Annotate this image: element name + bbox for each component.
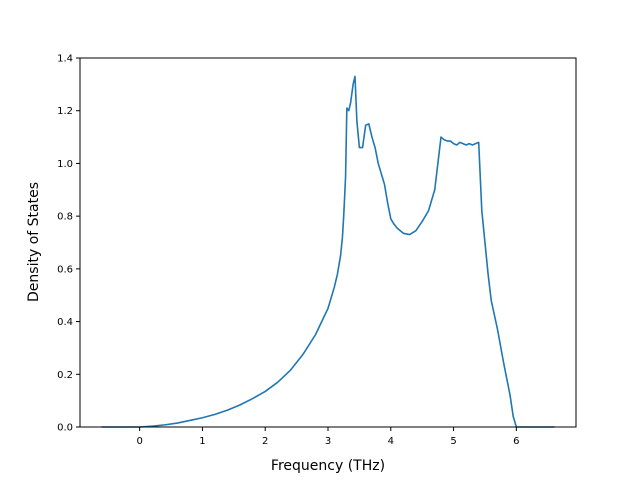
dos-series-line [101, 75, 555, 428]
x-tick-label: 5 [450, 436, 456, 447]
x-tick-label: 1 [199, 436, 205, 447]
y-tick-label: 1.0 [57, 159, 73, 170]
x-tick-label: 4 [388, 436, 394, 447]
y-axis: 0.0 0.2 0.4 0.6 0.8 1.0 1.2 1.4 [57, 54, 80, 434]
y-tick-label: 0.0 [57, 423, 73, 434]
y-tick-label: 0.6 [57, 264, 73, 275]
series-layer [101, 75, 555, 428]
x-axis-label: Frequency (THz) [271, 458, 385, 474]
y-tick-label: 0.8 [57, 212, 73, 223]
x-tick-label: 0 [136, 436, 142, 447]
x-axis: 0 1 2 3 4 5 6 [136, 427, 520, 447]
y-tick-label: 1.2 [57, 106, 73, 117]
y-tick-label: 0.4 [57, 317, 73, 328]
y-tick-label: 1.4 [57, 54, 73, 65]
y-tick-label: 0.2 [57, 370, 73, 381]
plot-area [80, 58, 576, 427]
x-tick-label: 2 [262, 436, 268, 447]
x-tick-label: 3 [325, 436, 331, 447]
x-tick-label: 6 [513, 436, 519, 447]
axes-background [80, 58, 576, 427]
y-axis-label: Density of States [26, 182, 42, 302]
